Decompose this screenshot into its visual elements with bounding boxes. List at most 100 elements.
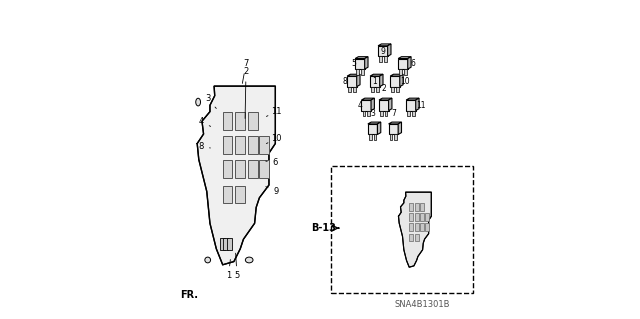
Bar <box>223 137 232 154</box>
Polygon shape <box>399 192 431 267</box>
Bar <box>348 86 351 93</box>
Polygon shape <box>388 98 392 110</box>
Bar <box>415 203 419 211</box>
Polygon shape <box>370 74 383 76</box>
Bar <box>409 203 413 211</box>
Polygon shape <box>390 74 403 76</box>
Bar <box>396 86 399 93</box>
Bar <box>356 69 359 75</box>
Polygon shape <box>398 57 411 59</box>
Bar <box>384 56 387 62</box>
Bar <box>415 223 419 231</box>
Bar <box>420 213 424 221</box>
Bar <box>379 56 381 62</box>
Ellipse shape <box>196 98 200 106</box>
Text: 7: 7 <box>391 109 396 118</box>
Bar <box>398 59 408 69</box>
Text: 4: 4 <box>357 101 362 110</box>
Bar <box>412 110 415 116</box>
Text: 10: 10 <box>400 77 410 86</box>
Bar <box>362 100 371 110</box>
Polygon shape <box>406 98 419 100</box>
Text: 2: 2 <box>243 67 248 118</box>
Bar <box>367 110 370 116</box>
Bar <box>409 213 413 221</box>
Bar <box>391 86 394 93</box>
Text: 11: 11 <box>417 101 426 110</box>
Bar <box>376 86 378 93</box>
Polygon shape <box>388 122 401 124</box>
Polygon shape <box>388 44 391 56</box>
Bar <box>223 186 232 204</box>
Text: SNA4B1301B: SNA4B1301B <box>394 300 450 309</box>
Bar <box>409 234 413 241</box>
Bar <box>347 76 356 86</box>
Polygon shape <box>365 57 368 69</box>
Ellipse shape <box>245 257 253 263</box>
Bar <box>378 46 388 56</box>
Bar <box>331 166 473 293</box>
Bar <box>259 137 269 154</box>
Bar <box>236 160 245 178</box>
Bar <box>259 160 269 178</box>
Bar <box>399 69 402 75</box>
Polygon shape <box>347 74 360 76</box>
Bar <box>368 124 378 135</box>
Text: 1: 1 <box>226 260 231 280</box>
Bar <box>407 110 410 116</box>
Polygon shape <box>398 122 401 135</box>
Bar <box>248 112 258 130</box>
Text: 9: 9 <box>380 47 385 56</box>
Polygon shape <box>416 98 419 110</box>
Bar <box>404 69 406 75</box>
Bar <box>390 135 392 140</box>
Polygon shape <box>379 98 392 100</box>
Bar <box>355 59 365 69</box>
Polygon shape <box>368 122 381 124</box>
Polygon shape <box>371 98 374 110</box>
Bar <box>223 238 228 250</box>
Polygon shape <box>356 74 360 86</box>
Bar <box>388 124 398 135</box>
Bar <box>380 110 383 116</box>
Bar <box>227 238 232 250</box>
Bar <box>248 160 258 178</box>
Text: 6: 6 <box>266 158 278 167</box>
Text: 3: 3 <box>370 109 375 118</box>
Polygon shape <box>197 86 275 265</box>
Text: B-13: B-13 <box>311 223 336 233</box>
Text: 5: 5 <box>352 59 356 68</box>
Polygon shape <box>355 57 368 59</box>
Bar <box>374 135 376 140</box>
Bar <box>361 69 364 75</box>
Text: 7: 7 <box>243 59 249 83</box>
Polygon shape <box>380 74 383 86</box>
Bar <box>223 160 232 178</box>
Bar <box>424 213 429 221</box>
Bar <box>236 137 245 154</box>
Text: 10: 10 <box>266 134 281 144</box>
Text: 1: 1 <box>372 78 377 86</box>
Text: FR.: FR. <box>180 290 198 300</box>
Bar <box>409 223 413 231</box>
Polygon shape <box>400 74 403 86</box>
Polygon shape <box>378 44 391 46</box>
Polygon shape <box>408 57 411 69</box>
Bar <box>236 186 245 204</box>
Text: 8: 8 <box>342 77 348 86</box>
Bar <box>371 86 374 93</box>
Bar <box>415 213 419 221</box>
Bar <box>370 76 380 86</box>
Bar <box>424 223 429 231</box>
Polygon shape <box>378 122 381 135</box>
Bar <box>394 135 397 140</box>
Bar <box>390 76 400 86</box>
Bar <box>236 112 245 130</box>
Bar <box>223 112 232 130</box>
Bar <box>420 223 424 231</box>
Text: 3: 3 <box>205 94 216 108</box>
Polygon shape <box>362 98 374 100</box>
Text: 8: 8 <box>198 142 211 151</box>
Bar <box>353 86 356 93</box>
Bar <box>385 110 387 116</box>
